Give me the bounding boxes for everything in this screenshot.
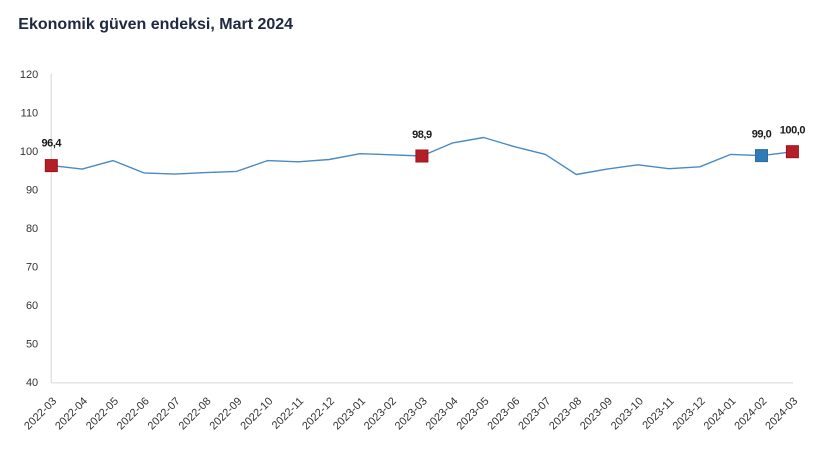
svg-text:120: 120 — [20, 69, 38, 81]
svg-text:70: 70 — [26, 262, 38, 274]
svg-text:90: 90 — [26, 185, 38, 197]
svg-text:Ekonomik güven endeksi, Mart 2: Ekonomik güven endeksi, Mart 2024 — [18, 16, 293, 33]
svg-text:96,4: 96,4 — [41, 137, 62, 149]
svg-text:60: 60 — [26, 300, 38, 312]
svg-text:98,9: 98,9 — [412, 129, 432, 141]
svg-text:80: 80 — [26, 223, 38, 235]
svg-text:99,0: 99,0 — [752, 128, 772, 140]
svg-text:110: 110 — [21, 108, 39, 120]
svg-text:100: 100 — [20, 146, 38, 158]
svg-text:100,0: 100,0 — [780, 125, 806, 137]
svg-text:50: 50 — [26, 339, 38, 351]
svg-text:40: 40 — [26, 377, 38, 389]
